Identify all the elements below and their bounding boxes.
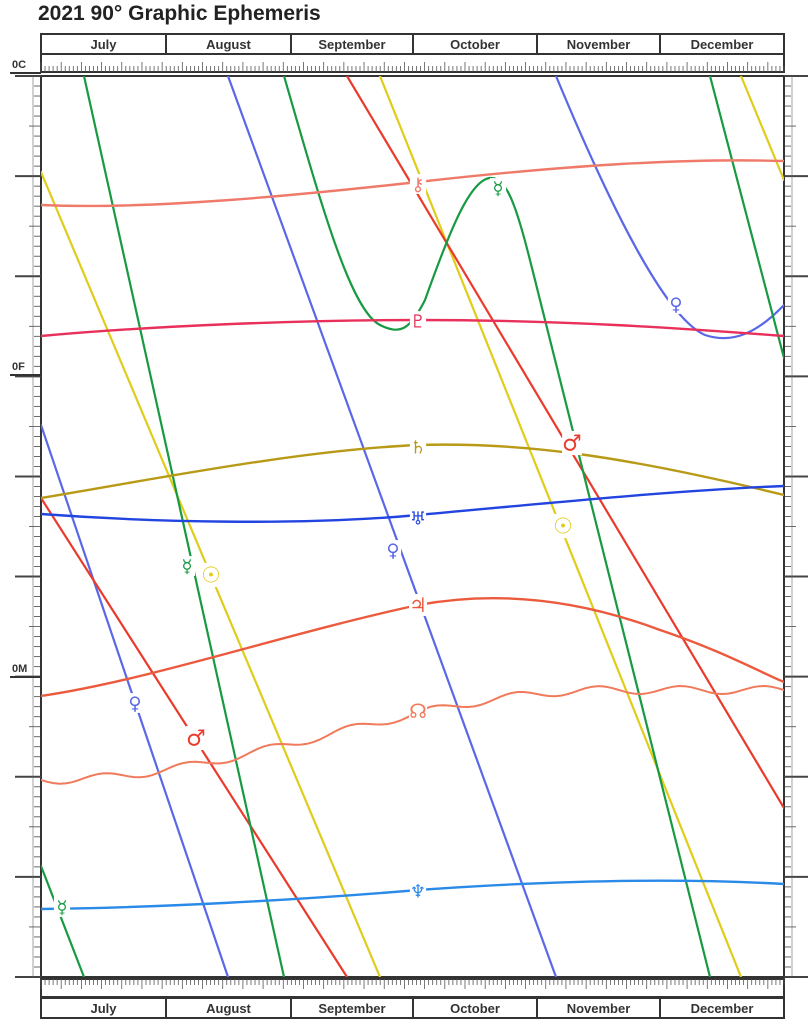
sun-glyph-bg [201,562,221,588]
chart-title: 2021 90° Graphic Ephemeris [38,2,321,25]
mars-glyph: ♂ [562,432,582,457]
mars-glyph-bg [562,430,582,456]
sun-line [739,76,784,182]
mars-glyph: ♂ [186,727,206,752]
month-label: September [318,1001,385,1016]
y-axis-label: 0C [12,59,26,71]
sun-glyph: ☉ [201,564,221,589]
pluto-glyph-bg [409,311,427,331]
mercury-line [708,76,784,360]
month-label: July [90,37,117,52]
month-label: December [691,1001,754,1016]
pluto-glyph: ♇ [410,311,426,332]
mercury-line [41,864,86,977]
sun-glyph: ☉ [553,515,573,540]
venus-glyph-bg [126,693,144,713]
month-label: September [318,37,385,52]
venus-glyph-bg [384,540,402,560]
body-glyphs: ☉ ☉ ☿ ☿ ☿ ♀ ♀ ♀ ♂ ♂ ♃ ♄ ♅ ♆ ♇ ⚷ ☊ [53,174,685,918]
mercury-glyph: ☿ [492,178,503,199]
venus-glyph: ♀ [386,540,399,561]
neptune-glyph: ♆ [410,881,426,902]
saturn-glyph: ♄ [410,437,426,458]
saturn-glyph-bg [409,437,427,457]
north-node-glyph: ☊ [409,699,427,723]
mars-glyph-bg [186,725,206,751]
neptune-glyph-bg [409,881,427,901]
month-label: November [567,1001,631,1016]
venus-line [226,76,558,977]
mercury-line [282,76,712,977]
mercury-glyph-bg [53,897,71,917]
mercury-glyph: ☿ [181,556,192,577]
month-label: August [206,1001,251,1016]
mercury-glyph-bg [489,178,507,198]
uranus-glyph: ♅ [410,508,426,529]
north-node-glyph-bg [409,700,427,722]
uranus-glyph-bg [409,508,427,528]
jupiter-glyph-bg [409,594,427,616]
jupiter-glyph: ♃ [409,593,427,617]
month-label: November [567,37,631,52]
mercury-glyph: ☿ [56,897,67,918]
month-label: August [206,37,251,52]
month-label: December [691,37,754,52]
venus-glyph-bg [667,294,685,314]
venus-glyph: ♀ [669,294,682,315]
y-axis-label: 0M [12,663,27,675]
y-axis-label: 0F [12,361,25,373]
mercury-glyph-bg [178,556,196,576]
venus-glyph: ♀ [128,693,141,714]
chiron-glyph: ⚷ [411,174,424,195]
chiron-glyph-bg [409,174,427,194]
month-label: October [450,1001,500,1016]
month-label: July [90,1001,117,1016]
jupiter-line [41,596,784,698]
sun-glyph-bg [553,513,573,539]
month-label: October [450,37,500,52]
mercury-line [82,76,286,977]
venus-line [554,76,784,340]
